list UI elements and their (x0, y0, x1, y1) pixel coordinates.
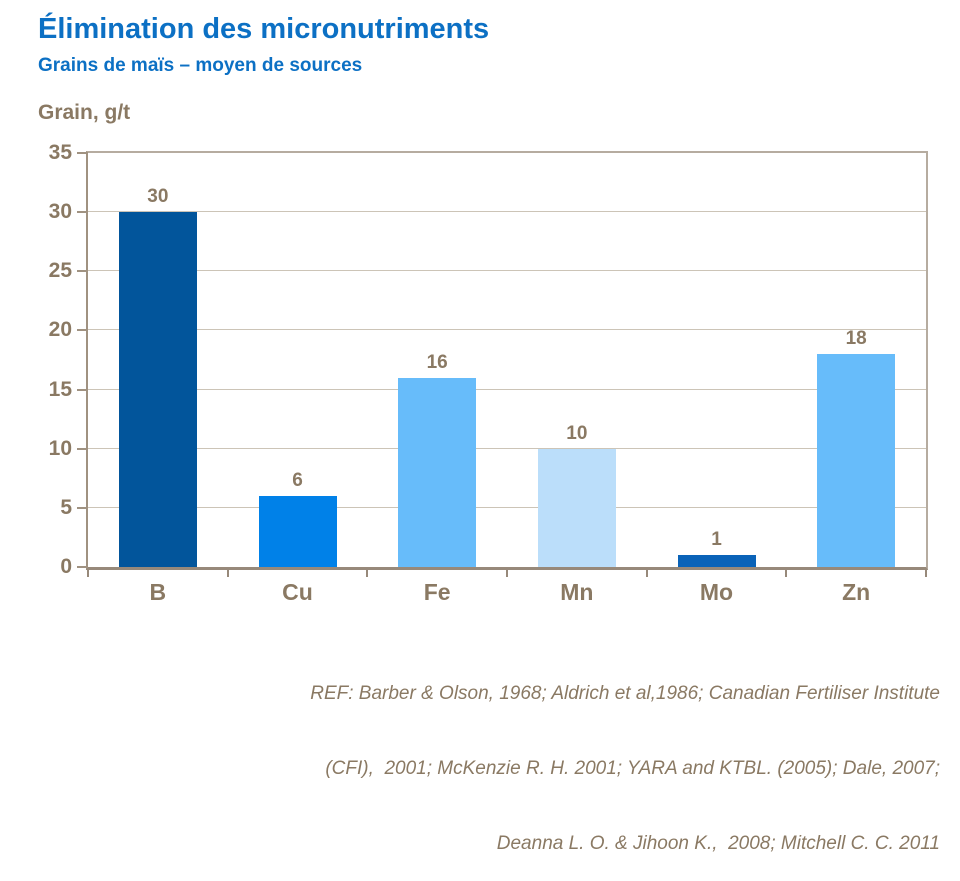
gridline (88, 447, 926, 449)
bar-mn (537, 448, 616, 567)
bar-cu (258, 496, 337, 567)
y-axis-tick (77, 211, 88, 214)
bar-b (118, 212, 197, 567)
y-axis-tick-label: 30 (48, 200, 72, 224)
x-axis-tick (645, 570, 648, 577)
bar-mo (677, 555, 756, 567)
y-axis-tick-label: 15 (48, 377, 72, 401)
bar-fe (398, 377, 477, 567)
gridline (88, 211, 926, 213)
y-axis-tick (77, 270, 88, 273)
plot-area-border (86, 151, 928, 570)
y-axis-tick-label: 10 (48, 436, 72, 460)
bar-value-label: 1 (711, 529, 722, 551)
y-axis-tick (77, 329, 88, 332)
bar-value-label: 18 (845, 328, 867, 350)
y-axis-tick (77, 388, 88, 391)
reference-text: REF: Barber & Olson, 1968; Aldrich et al… (160, 631, 940, 881)
y-axis-tick-label: 20 (48, 318, 72, 342)
bar-value-label: 16 (426, 351, 448, 373)
x-axis-tick (366, 570, 369, 577)
gridline (88, 329, 926, 331)
gridline (88, 388, 926, 390)
y-axis-tick-label: 0 (60, 555, 72, 578)
y-axis-tick-label: 5 (60, 495, 72, 519)
category-label-b: B (149, 579, 167, 605)
y-axis-tick (77, 152, 88, 154)
y-axis-tick-label: 35 (48, 141, 72, 164)
x-axis-tick (226, 570, 229, 577)
bar-value-label: 10 (566, 422, 588, 444)
bar-value-label: 6 (292, 470, 303, 492)
reference-line: (CFI), 2001; McKenzie R. H. 2001; YARA a… (325, 758, 940, 779)
plot-area (88, 153, 926, 567)
category-label-mn: Mn (560, 579, 594, 605)
category-label-cu: Cu (282, 579, 313, 605)
y-axis-tick (77, 447, 88, 450)
category-label-zn: Zn (842, 579, 871, 605)
bar-zn (817, 354, 896, 567)
category-label-fe: Fe (423, 579, 451, 605)
gridline (88, 270, 926, 272)
page-title: Élimination des micronutriments (38, 13, 490, 45)
reference-line: REF: Barber & Olson, 1968; Aldrich et al… (310, 683, 940, 704)
y-axis-tick (77, 506, 88, 509)
gridline (88, 506, 926, 508)
chart: 0 5 10 15 20 25 30 35 30 B 6 Cu 16 Fe 10 Mn 1 Mo 18 Zn (48, 141, 928, 605)
reference-line: Deanna L. O. & Jihoon K., 2008; Mitchell… (496, 833, 940, 854)
x-axis-tick (925, 570, 927, 577)
y-axis-tick (77, 566, 88, 568)
y-axis-tick-label: 25 (48, 259, 72, 283)
x-axis-tick (87, 570, 89, 577)
y-axis-unit-label: Grain, g/t (38, 101, 131, 124)
x-axis-tick (506, 570, 508, 577)
category-label-mo: Mo (699, 579, 734, 605)
bar-value-label: 30 (147, 186, 169, 208)
page-subtitle: Grains de maïs – moyen de sources (38, 55, 363, 76)
x-axis-tick (785, 570, 788, 577)
